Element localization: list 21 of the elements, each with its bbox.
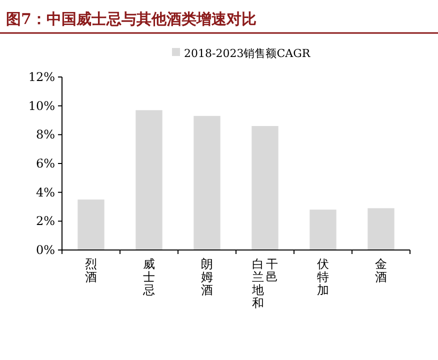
legend: 2018-2023销售额CAGR xyxy=(172,47,310,60)
x-tick-label: 烈酒 xyxy=(85,257,97,284)
bar xyxy=(368,208,394,250)
bar xyxy=(310,210,336,250)
y-tick-label: 10% xyxy=(28,98,55,113)
title: 图7：中国威士忌与其他酒类增速对比 xyxy=(6,10,256,28)
bar xyxy=(136,110,162,250)
bar xyxy=(194,116,220,250)
x-tick-label: 朗姆酒 xyxy=(201,257,213,297)
x-tick-label: 伏特加 xyxy=(317,257,329,297)
y-tick-label: 12% xyxy=(28,70,55,84)
x-tick-label: 威士忌 xyxy=(142,257,155,297)
y-tick-label: 2% xyxy=(36,214,55,228)
y-tick-label: 6% xyxy=(36,156,55,170)
bar xyxy=(78,200,104,250)
x-tick-label: 金酒 xyxy=(375,257,387,284)
category-label: 白兰地和干邑 xyxy=(252,257,278,310)
y-tick-label: 8% xyxy=(36,128,55,142)
y-tick-label: 0% xyxy=(36,243,55,257)
y-tick-label: 4% xyxy=(36,185,55,200)
bar xyxy=(252,126,278,250)
